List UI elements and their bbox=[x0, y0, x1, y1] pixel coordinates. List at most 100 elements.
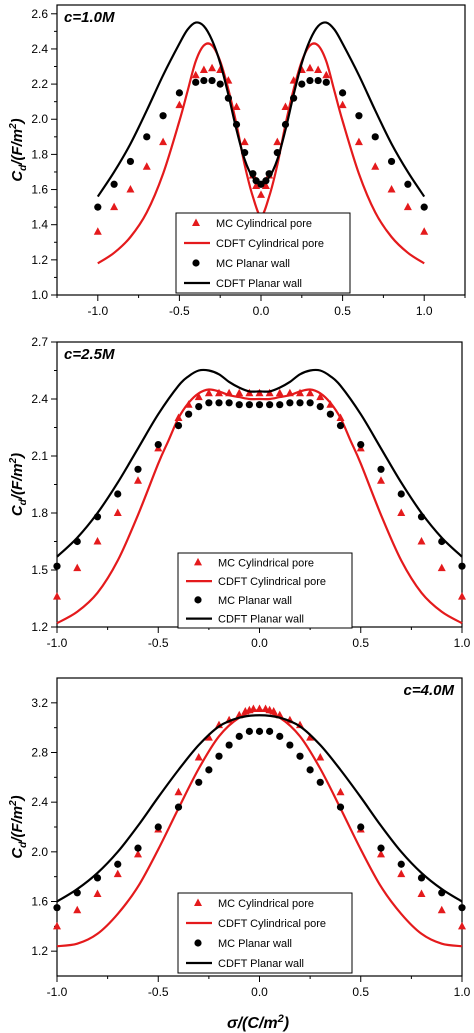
series-line-cdft_planar bbox=[56, 714, 463, 903]
chart-panel-2: -1.0 -0.5 0.0 0.5 1.0 1.2 1.5 1.8 2.1 2.4 2.7 Cd/(F… bbox=[8, 335, 471, 650]
data-point-mc_planar bbox=[159, 112, 167, 120]
data-point-mc_planar bbox=[397, 490, 405, 498]
data-point-mc_cyl bbox=[314, 65, 323, 74]
data-point-mc_cyl bbox=[306, 388, 315, 397]
data-point-mc_cyl bbox=[204, 388, 213, 397]
legend-key-mc_cyl bbox=[194, 557, 202, 566]
data-point-mc_planar bbox=[53, 562, 61, 570]
data-point-mc_planar bbox=[296, 399, 304, 407]
y-axis-label-part: d bbox=[18, 841, 29, 848]
data-point-mc_planar bbox=[114, 490, 122, 498]
data-point-mc_cyl bbox=[371, 162, 380, 170]
data-point-mc_planar bbox=[53, 904, 61, 912]
legend-box bbox=[177, 552, 353, 629]
data-point-mc_cyl bbox=[273, 137, 282, 146]
data-point-mc_cyl bbox=[305, 63, 314, 72]
data-point-mc_planar bbox=[298, 80, 306, 88]
y-tick-label: 2.2 bbox=[31, 77, 48, 91]
y-axis-label: Cd/(F/m2) bbox=[8, 453, 29, 516]
data-point-mc_cyl bbox=[397, 508, 406, 516]
y-tick-label: 1.4 bbox=[31, 218, 48, 232]
data-point-mc_cyl bbox=[113, 508, 122, 516]
legend-label-mc_planar: MC Planar wall bbox=[218, 938, 292, 950]
y-axis-label: Cd/(F/m2) bbox=[8, 118, 29, 181]
x-tick-label: -0.5 bbox=[148, 636, 169, 650]
legend-key-mc_cyl bbox=[194, 898, 202, 906]
data-point-mc_cyl bbox=[240, 137, 249, 146]
legend-label-cdft_planar: CDFT Planar wall bbox=[218, 958, 304, 970]
data-point-mc_planar bbox=[336, 422, 345, 430]
series-line-cdft_cyl bbox=[56, 709, 463, 948]
data-point-mc_cyl bbox=[159, 137, 168, 146]
data-point-mc_planar bbox=[255, 401, 264, 409]
legend-key-mc_planar bbox=[194, 939, 202, 947]
data-point-mc_cyl bbox=[73, 905, 82, 914]
data-point-mc_cyl bbox=[322, 70, 331, 79]
data-point-mc_cyl bbox=[252, 181, 261, 190]
data-point-mc_cyl bbox=[397, 869, 406, 878]
data-point-mc_planar bbox=[195, 403, 203, 411]
legend: MC Cylindrical pore CDFT Cylindrical pore… bbox=[175, 212, 351, 294]
y-tick-label: 2.7 bbox=[31, 335, 48, 349]
y-axis-label-part: ) bbox=[9, 118, 26, 125]
y-axis-label-part: 2 bbox=[8, 457, 19, 464]
data-point-mc_planar bbox=[377, 465, 385, 473]
legend-label-mc_planar: MC Planar wall bbox=[216, 258, 290, 270]
data-point-mc_planar bbox=[245, 401, 253, 409]
data-point-mc_cyl bbox=[316, 752, 325, 761]
data-point-mc_cyl bbox=[53, 921, 61, 930]
data-point-mc_planar bbox=[266, 727, 274, 735]
data-point-mc_cyl bbox=[110, 202, 119, 211]
data-point-mc_planar bbox=[417, 874, 426, 882]
x-tick-label: -0.5 bbox=[169, 304, 190, 318]
y-tick-label: 1.2 bbox=[31, 944, 48, 958]
data-point-mc_planar bbox=[296, 752, 304, 760]
data-point-mc_planar bbox=[154, 823, 162, 831]
data-point-mc_planar bbox=[306, 766, 314, 774]
data-point-mc_planar bbox=[126, 157, 135, 166]
y-axis-label-part: d bbox=[18, 164, 29, 171]
data-point-mc_cyl bbox=[417, 537, 426, 545]
data-point-mc_planar bbox=[316, 403, 324, 411]
data-point-mc_cyl bbox=[142, 162, 151, 170]
legend-key-mc_cyl bbox=[192, 218, 200, 226]
data-point-mc_planar bbox=[266, 401, 274, 409]
x-tick-label: 1.0 bbox=[454, 985, 471, 999]
data-point-mc_planar bbox=[357, 441, 365, 449]
data-point-mc_planar bbox=[192, 78, 200, 86]
legend-label-mc_cyl: MC Cylindrical pore bbox=[218, 898, 314, 910]
legend-label-cdft_cyl: CDFT Cylindrical pore bbox=[218, 576, 326, 588]
data-point-mc_cyl bbox=[194, 392, 203, 401]
data-point-mc_cyl bbox=[53, 592, 61, 600]
data-point-mc_cyl bbox=[194, 752, 203, 761]
y-tick-label: 1.5 bbox=[31, 563, 48, 577]
data-point-mc_planar bbox=[326, 410, 334, 418]
data-point-mc_cyl bbox=[232, 102, 241, 110]
data-point-mc_planar bbox=[336, 803, 345, 811]
y-tick-label: 1.6 bbox=[31, 895, 48, 909]
x-tick-label: -1.0 bbox=[47, 636, 68, 650]
y-axis-label-part: 2 bbox=[8, 800, 19, 807]
data-point-mc_cyl bbox=[354, 137, 363, 146]
data-point-mc_planar bbox=[316, 778, 324, 786]
data-point-mc_planar bbox=[110, 180, 118, 188]
data-point-mc_planar bbox=[114, 860, 122, 868]
data-point-mc_planar bbox=[286, 399, 294, 407]
y-axis-label: Cd/(F/m2) bbox=[8, 795, 29, 858]
y-tick-label: 2.4 bbox=[31, 42, 48, 56]
y-tick-label: 2.4 bbox=[31, 392, 48, 406]
data-point-mc_cyl bbox=[199, 65, 208, 74]
data-point-mc_cyl bbox=[93, 537, 102, 545]
y-tick-label: 1.8 bbox=[31, 506, 48, 520]
data-point-mc_planar bbox=[235, 732, 243, 740]
data-point-mc_planar bbox=[174, 422, 183, 430]
y-tick-label: 2.6 bbox=[31, 7, 48, 21]
x-tick-label: 0.5 bbox=[334, 304, 351, 318]
y-axis-label-part: C bbox=[9, 847, 26, 859]
y-axis-label-part: /(F/m bbox=[9, 806, 26, 843]
data-point-mc_cyl bbox=[73, 563, 82, 572]
legend-label-mc_planar: MC Planar wall bbox=[218, 595, 292, 607]
data-point-mc_planar bbox=[215, 399, 223, 407]
data-point-mc_cyl bbox=[420, 227, 429, 235]
